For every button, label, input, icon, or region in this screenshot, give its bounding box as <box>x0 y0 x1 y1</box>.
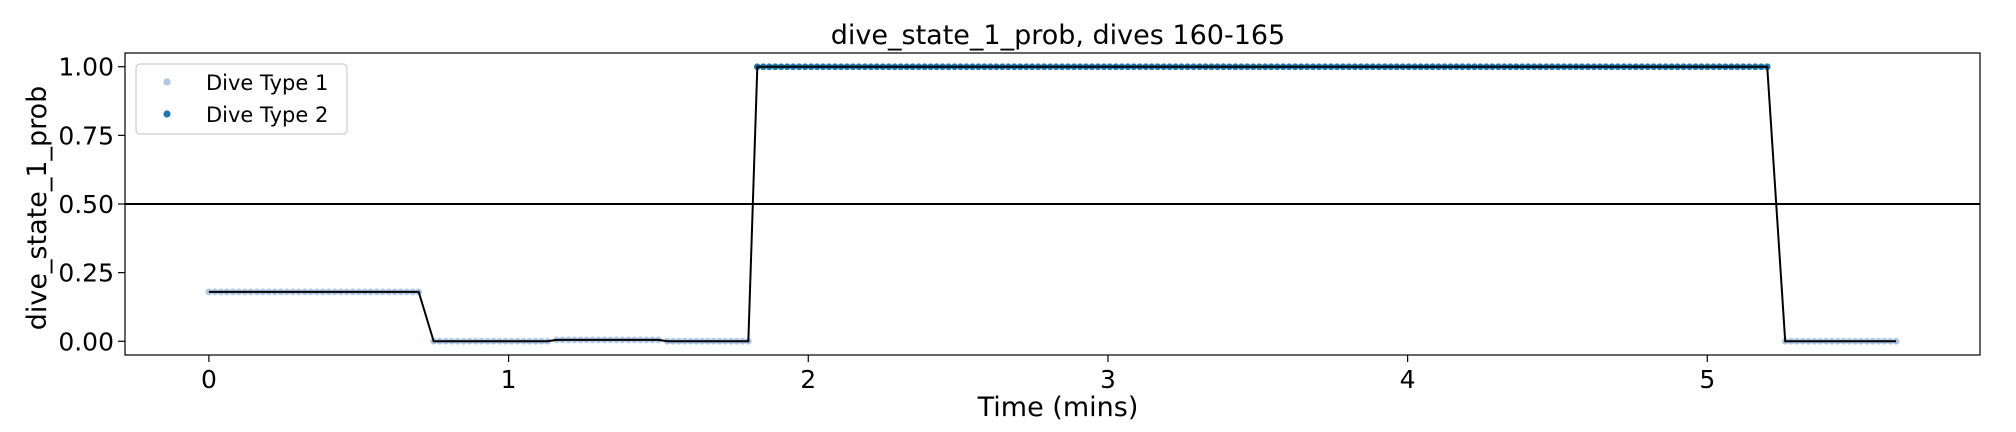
x-tick-label: 5 <box>1699 365 1715 394</box>
legend-marker <box>163 78 171 86</box>
legend-marker <box>163 110 171 118</box>
y-tick-label: 0.50 <box>58 190 114 219</box>
legend-label: Dive Type 1 <box>206 71 328 95</box>
y-axis-label: dive_state_1_prob <box>22 86 53 331</box>
chart-title: dive_state_1_prob, dives 160-165 <box>831 20 1285 51</box>
y-tick-label: 0.25 <box>58 259 114 288</box>
x-tick-label: 4 <box>1400 365 1416 394</box>
y-tick-label: 0.00 <box>58 327 114 356</box>
axes: 0 1 2 3 4 5 0.00 0.25 0.50 0.75 1.00 <box>58 52 1981 394</box>
x-tick-label: 0 <box>201 365 217 394</box>
y-tick-label: 1.00 <box>58 53 114 82</box>
y-tick-label: 0.75 <box>58 121 114 150</box>
legend: Dive Type 1 Dive Type 2 <box>135 63 348 135</box>
x-axis-label: Time (mins) <box>977 392 1139 423</box>
legend-label: Dive Type 2 <box>206 103 328 127</box>
x-tick-label: 3 <box>1100 365 1116 394</box>
legend-box <box>135 63 348 135</box>
plot-area <box>125 63 1980 345</box>
x-tick-label: 1 <box>501 365 517 394</box>
probability-line <box>208 65 1897 343</box>
x-tick-label: 2 <box>800 365 816 394</box>
